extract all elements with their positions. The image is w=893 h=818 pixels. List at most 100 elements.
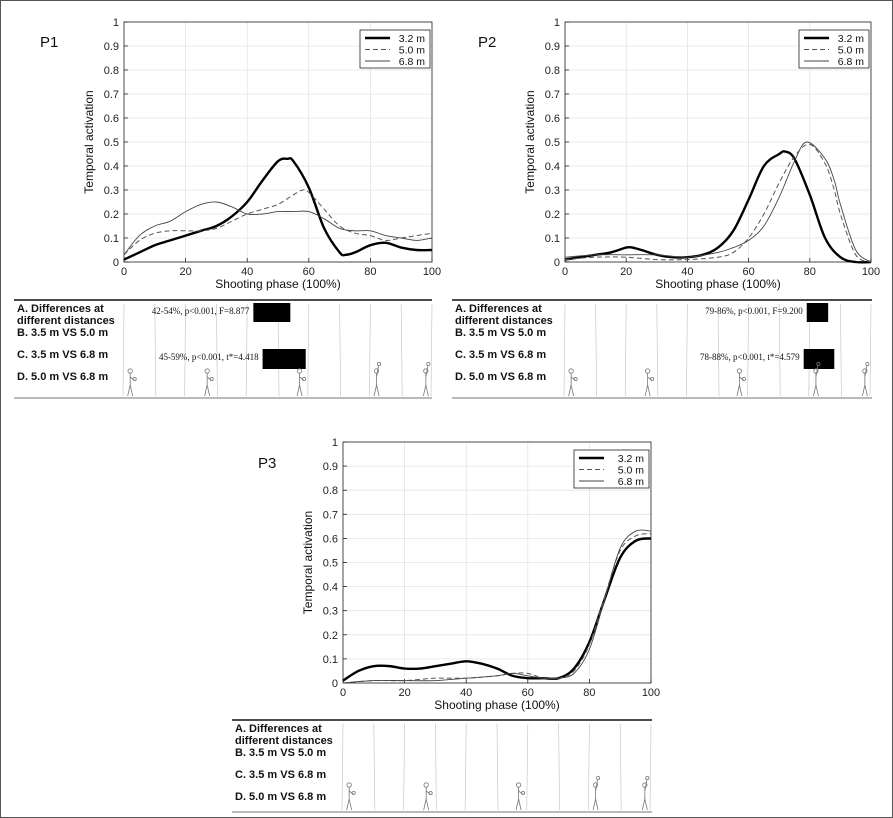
x-tick-label: 80 [364,266,376,278]
shooter-arm [376,365,379,378]
significance-bar [803,349,835,369]
ball-icon [209,376,214,381]
spm-divider [184,303,186,397]
spm-divider [717,303,720,397]
spm-row-label: D. 5.0 m VS 6.8 m [235,791,326,803]
y-tick-label: 0.5 [104,137,119,149]
shooter-figure-icon [592,776,601,811]
spm-row-label: different distances [455,315,553,327]
y-tick-label: 0.9 [323,461,338,473]
significance-label: 78-88%, p<0.001, t*=4.579 [700,352,800,362]
spm-divider [245,303,248,397]
x-tick-label: 20 [620,266,632,278]
ball-icon [521,791,526,796]
shooter-leg [570,384,575,397]
x-tick-label: 80 [583,687,595,699]
spm-divider [400,303,403,397]
shooter-leg [204,384,208,397]
shooter-arm [815,365,819,378]
legend-box [573,449,650,489]
shooter-leg [739,384,743,397]
spm-row-label: A. Differences at [235,723,322,735]
significance-bar [253,303,291,322]
spm-row-label: different distances [235,735,333,747]
x-tick-label: 0 [121,266,127,278]
y-tick-label: 0 [113,257,119,269]
y-tick-label: 0.3 [323,606,338,618]
shooter-figure-icon [861,361,870,397]
spm-row-label: C. 3.5 m VS 6.8 m [235,769,326,781]
y-axis-label: Temporal activation [82,90,96,193]
ball-icon [573,376,578,381]
spm-row-label: B. 3.5 m VS 5.0 m [17,327,108,339]
shooter-leg [346,798,350,811]
shooter-figure-icon [644,368,655,397]
x-tick-label: 60 [303,266,315,278]
y-tick-label: 0.8 [323,485,338,497]
spm-row-label: D. 5.0 m VS 6.8 m [17,371,108,383]
shooter-leg [644,384,649,397]
spm-divider [430,303,433,397]
spm-divider [526,723,529,811]
spm-row-label: B. 3.5 m VS 5.0 m [455,327,546,339]
shooter-leg [644,798,648,811]
shooter-leg [592,798,596,811]
series-line-6-8-m [342,529,652,684]
shooter-head [127,368,133,374]
y-tick-label: 0.5 [545,137,560,149]
shooter-head [515,782,522,788]
spm-divider [373,723,376,811]
ball-icon [426,361,431,366]
x-tick-label: 0 [562,266,568,278]
series-group [564,141,872,264]
y-tick-label: 0.2 [323,630,338,642]
legend-label: 3.2 m [618,453,645,465]
spm-row-label: D. 5.0 m VS 6.8 m [455,371,546,383]
shooter-leg [515,798,519,811]
spm-divider [869,303,872,397]
chart-p1: P1 0 20 40 60 80 100 0 0.1 0.2 0.3 0.4 0.5 0.6 0.7 0.8 0… [14,17,441,399]
x-tick-label: 40 [681,266,693,278]
y-tick-label: 1 [113,17,119,29]
ball-icon [132,376,137,381]
shooter-leg [373,384,377,397]
x-axis-label: Shooting phase (100%) [215,277,340,291]
series-line-5-0-m [564,143,872,263]
legend-label: 3.2 m [399,33,426,45]
shooter-head [642,782,648,788]
spm-divider [624,303,627,397]
shooter-head [423,782,429,788]
spm-divider [216,303,218,397]
shooter-figure-icon [423,782,433,811]
spm-divider [339,303,341,397]
x-tick-label: 60 [522,687,534,699]
shooter-figure-icon [296,368,307,397]
y-tick-label: 0 [554,257,560,269]
spm-divider [558,723,560,811]
shooter-leg [595,798,599,811]
shooter-leg [296,384,300,397]
series-line-3-2-m [123,157,433,261]
shooter-head [813,368,819,374]
shooter-leg [425,798,430,811]
significance-label: 79-86%, p<0.001, F=9.200 [705,306,803,316]
y-tick-label: 0.1 [323,654,338,666]
x-axis-label: Shooting phase (100%) [655,277,780,291]
ball-icon [645,776,650,781]
y-tick-label: 0.6 [104,113,119,125]
spm-row-label: A. Differences at [455,303,542,315]
shooter-figure-icon [568,368,578,397]
spm-divider [307,303,310,397]
y-tick-label: 0 [332,678,338,690]
y-tick-label: 0.9 [104,41,119,53]
x-tick-label: 100 [642,687,660,699]
spm-divider [403,723,405,811]
shooter-leg [127,384,131,397]
shooter-leg [423,798,427,811]
y-tick-label: 0.4 [104,161,119,173]
y-tick-label: 1 [332,437,338,449]
shooter-head [736,368,743,374]
ball-icon [865,361,870,366]
shooter-leg [641,798,646,811]
shooter-figure-icon [346,782,356,811]
